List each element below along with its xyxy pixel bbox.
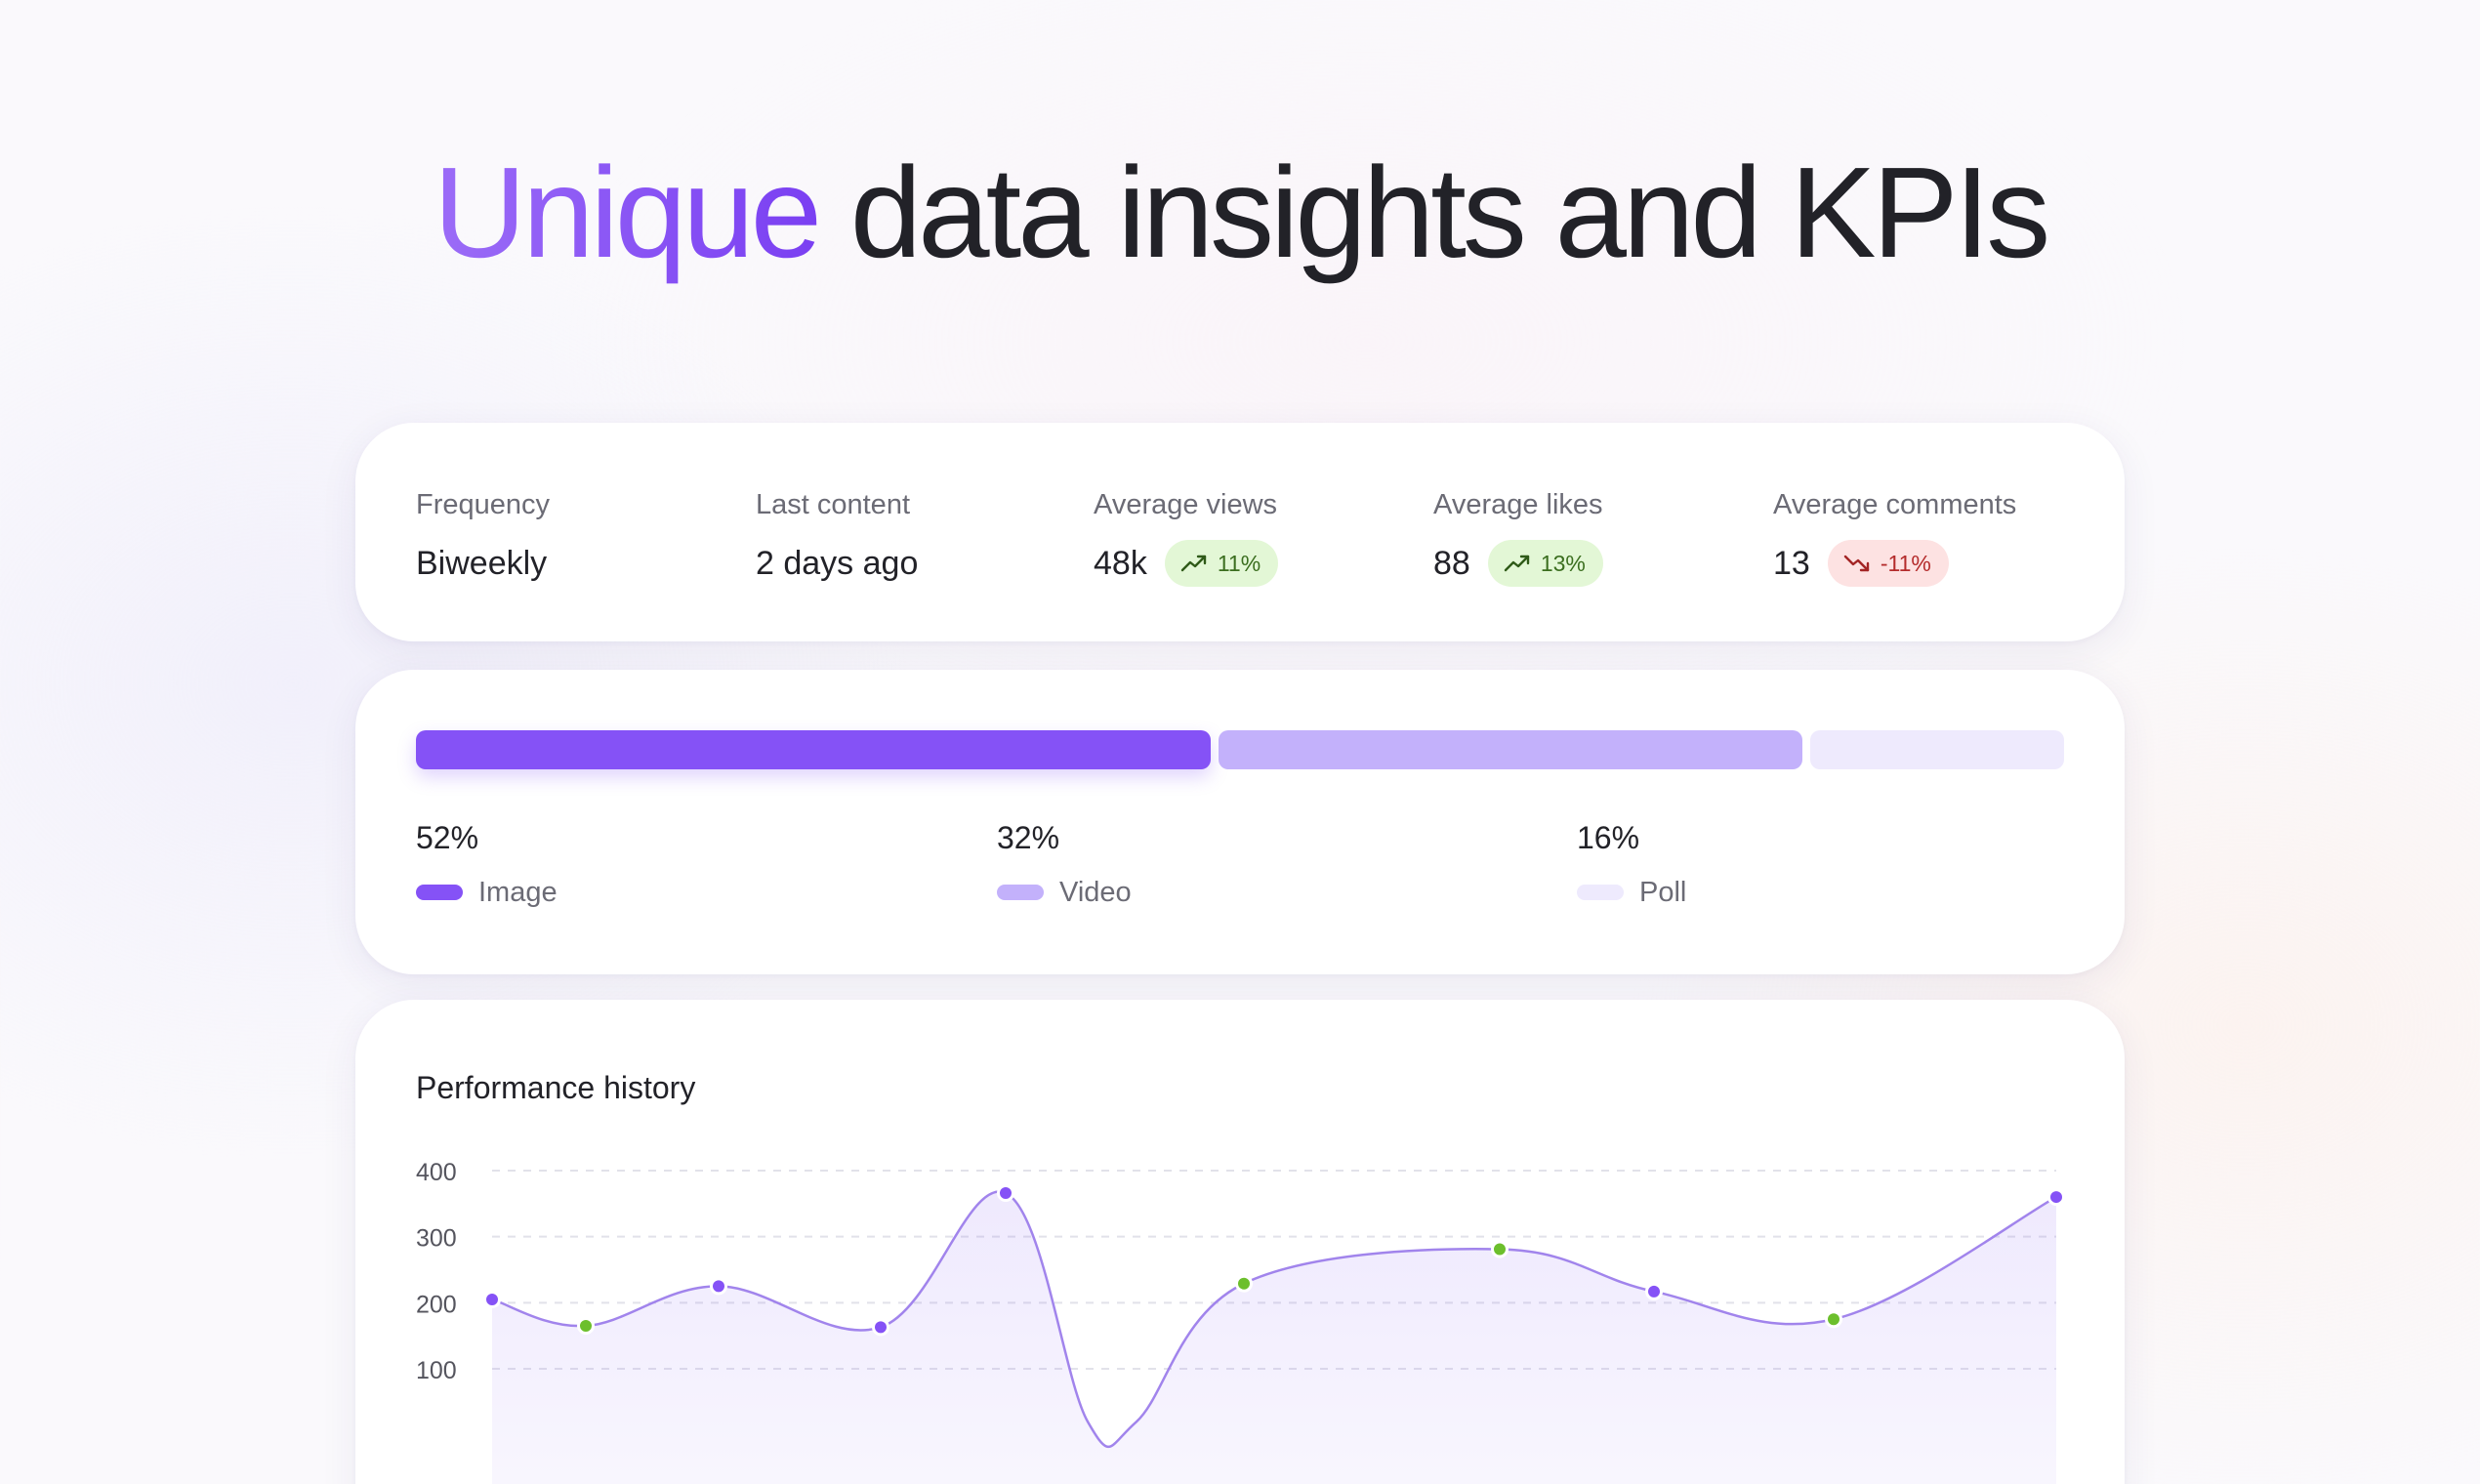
performance-card: Performance history 400 300 200 100 [355,1000,2125,1484]
trend-up-icon [1504,555,1530,572]
change-value: 13% [1540,550,1586,576]
stat-value: 88 [1433,545,1470,582]
trend-down-icon [1843,555,1870,572]
data-point[interactable] [1825,1310,1842,1329]
stat-frequency: Frequency Biweekly [416,487,550,587]
data-point[interactable] [1235,1274,1253,1293]
bar-segment-video [1219,730,1802,769]
stat-average-views: Average views 48k 11% [1094,487,1279,587]
stat-label: Average comments [1773,489,2017,520]
change-value: 11% [1217,550,1261,576]
legend-percent: 16% [1577,820,1640,855]
stat-label: Average likes [1433,489,1603,520]
legend-name: Poll [1639,876,1687,908]
headline-accent: Unique [433,141,822,284]
y-tick-label: 300 [416,1225,457,1253]
stat-average-likes: Average likes 88 13% [1433,487,1603,587]
data-point[interactable] [1491,1240,1509,1258]
chart-title: Performance history [416,1070,696,1105]
stat-value: 2 days ago [756,545,919,582]
performance-chart: 400 300 200 100 [416,1159,2065,1484]
stat-label: Last content [756,489,910,520]
stat-label: Average views [1094,489,1278,520]
legend-name: Video [1059,876,1132,908]
data-point[interactable] [872,1318,889,1337]
change-badge: 11% [1164,540,1279,587]
bar-segment-image [416,730,1211,769]
data-point[interactable] [710,1277,727,1296]
data-point[interactable] [2047,1188,2065,1207]
bar-segment-poll [1810,730,2064,769]
y-tick-label: 100 [416,1357,457,1384]
legend-video: 32% Video [997,818,1132,912]
legend-percent: 52% [416,820,479,855]
trend-up-icon [1180,555,1207,572]
data-point[interactable] [1645,1282,1663,1300]
legend-image: 52% Image [416,818,558,912]
change-value: -11% [1880,550,1931,576]
kpi-card: Frequency Biweekly Last content 2 days a… [355,423,2125,641]
data-point[interactable] [483,1290,501,1308]
y-tick-label: 200 [416,1291,457,1318]
legend-poll: 16% Poll [1577,818,1686,912]
data-point[interactable] [997,1184,1014,1203]
stat-value: 13 [1773,545,1810,582]
legend-percent: 32% [997,820,1060,855]
stat-average-comments: Average comments 13 -11% [1773,487,2016,587]
change-badge: 13% [1487,540,1603,587]
page-headline: Unique data insights and KPIs [0,135,2480,291]
stat-value: Biweekly [416,545,548,582]
change-badge: -11% [1827,540,1949,587]
legend-name: Image [478,876,558,908]
stat-label: Frequency [416,489,551,520]
content-mix-card: 52% Image 32% Video 16% Poll [355,670,2125,974]
area-fill [492,1191,2056,1484]
headline-rest: data insights and KPIs [818,141,2051,284]
legend-swatch [1577,885,1624,900]
legend-swatch [997,885,1044,900]
series-line [491,1190,2057,1449]
data-point[interactable] [577,1317,595,1336]
y-tick-label: 400 [416,1159,457,1186]
stat-value: 48k [1094,545,1147,582]
legend-swatch [416,885,463,900]
stat-last-content: Last content 2 days ago [756,487,918,587]
